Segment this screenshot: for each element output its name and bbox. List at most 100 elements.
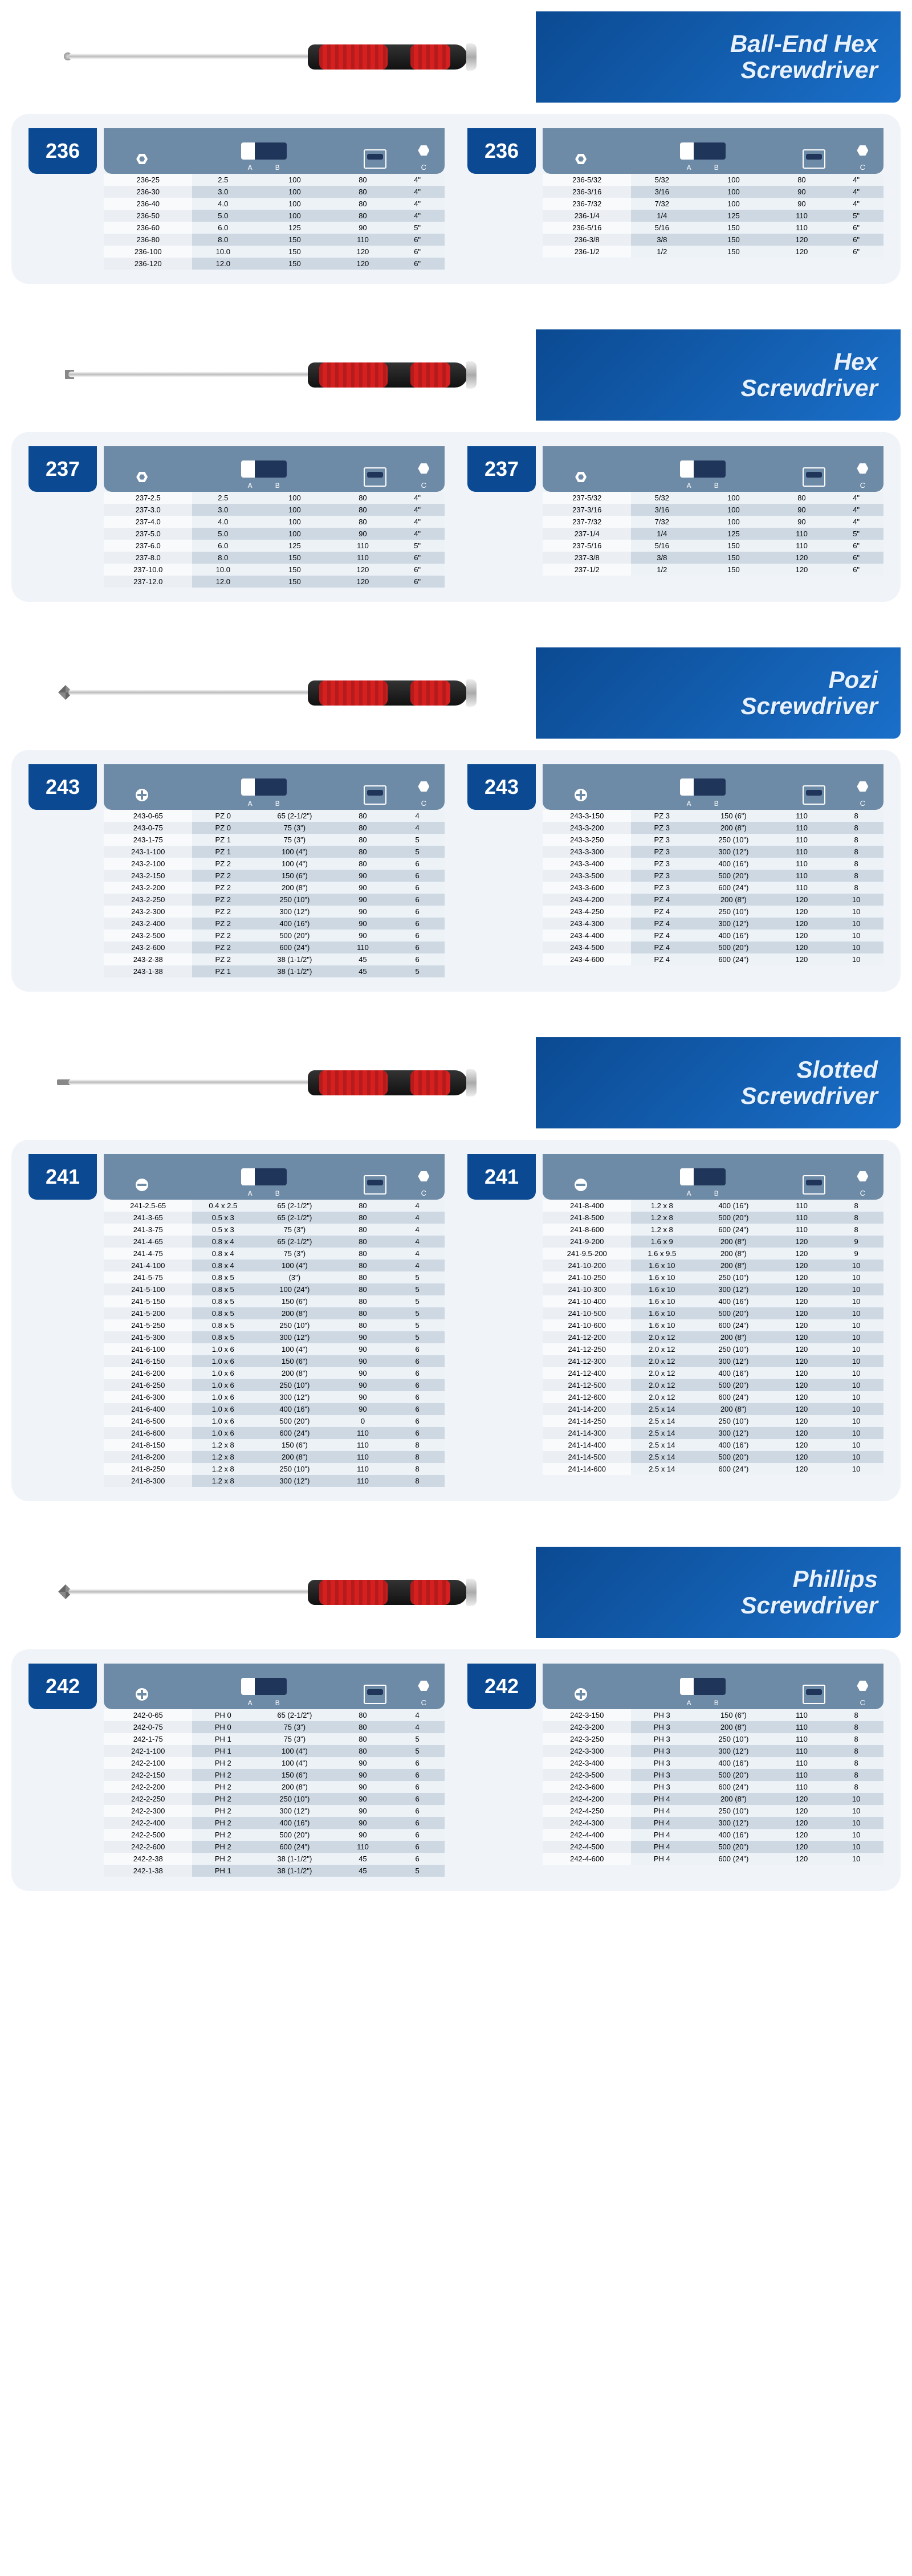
table-row: 241-14-6002.5 x 14600 (24")12010 <box>543 1463 883 1475</box>
table-row: 243-1-75PZ 175 (3")805 <box>104 834 445 846</box>
spec-table: 237-5/325/32100804"237-3/163/16100904"23… <box>543 492 883 576</box>
series-badge: 242 <box>467 1664 536 1709</box>
spec-panel: 237 AB C 237-2.52.5100804"237-3.03.01008… <box>28 446 445 588</box>
table-row: 243-2-600PZ 2600 (24")1106 <box>104 941 445 953</box>
table-row: 241-3-650.5 x 365 (2-1/2")804 <box>104 1212 445 1224</box>
column-header: AB C <box>104 446 445 492</box>
table-row: 236-10010.01501206" <box>104 246 445 258</box>
table-row: 243-2-150PZ 2150 (6")906 <box>104 870 445 882</box>
table-row: 243-0-75PZ 075 (3")804 <box>104 822 445 834</box>
table-row: 241-9-2001.6 x 9200 (8")1209 <box>543 1236 883 1248</box>
table-row: 241-4-1000.8 x 4100 (4")804 <box>104 1260 445 1271</box>
table-row: 241-5-3000.8 x 5300 (12")905 <box>104 1331 445 1343</box>
product-illustration <box>68 676 479 710</box>
table-row: 237-3/163/16100904" <box>543 504 883 516</box>
table-row: 241-14-2002.5 x 14200 (8")12010 <box>543 1403 883 1415</box>
spec-table: 241-2.5-650.4 x 2.565 (2-1/2")804241-3-6… <box>104 1200 445 1487</box>
table-row: 242-1-75PH 175 (3")805 <box>104 1733 445 1745</box>
table-row: 241-6-1001.0 x 6100 (4")906 <box>104 1343 445 1355</box>
table-row: 241-9.5-2001.6 x 9.5200 (8")1209 <box>543 1248 883 1260</box>
table-row: 243-3-200PZ 3200 (8")1108 <box>543 822 883 834</box>
spec-panel: 236 AB C 236-252.5100804"236-303.0100804… <box>28 128 445 270</box>
table-row: 241-10-6001.6 x 10600 (24")12010 <box>543 1319 883 1331</box>
table-row: 242-2-250PH 2250 (10")906 <box>104 1793 445 1805</box>
table-row: 236-303.0100804" <box>104 186 445 198</box>
table-row: 243-1-100PZ 1100 (4")805 <box>104 846 445 858</box>
table-row: 243-2-250PZ 2250 (10")906 <box>104 894 445 906</box>
column-header: AB C <box>104 1154 445 1200</box>
table-row: 242-2-600PH 2600 (24")1106 <box>104 1841 445 1853</box>
product-section: SlottedScrewdriver 241 AB C 241-2.5-650.… <box>11 1037 901 1501</box>
table-row: 241-12-3002.0 x 12300 (12")12010 <box>543 1355 883 1367</box>
table-row: 242-3-200PH 3200 (8")1108 <box>543 1721 883 1733</box>
table-row: 243-3-500PZ 3500 (20")1108 <box>543 870 883 882</box>
series-badge: 241 <box>28 1154 97 1200</box>
column-header: AB C <box>543 446 883 492</box>
table-row: 242-3-400PH 3400 (16")1108 <box>543 1757 883 1769</box>
table-row: 241-4-650.8 x 465 (2-1/2")804 <box>104 1236 445 1248</box>
table-row: 237-5/165/161501106" <box>543 540 883 552</box>
table-row: 241-12-4002.0 x 12400 (16")12010 <box>543 1367 883 1379</box>
table-row: 241-14-3002.5 x 14300 (12")12010 <box>543 1427 883 1439</box>
table-row: 241-8-6001.2 x 8600 (24")1108 <box>543 1224 883 1236</box>
series-badge: 243 <box>467 764 536 810</box>
product-illustration <box>68 1575 479 1609</box>
table-row: 243-3-600PZ 3600 (24")1108 <box>543 882 883 894</box>
table-row: 242-2-100PH 2100 (4")906 <box>104 1757 445 1769</box>
section-title: HexScrewdriver <box>536 329 901 421</box>
table-row: 241-8-5001.2 x 8500 (20")1108 <box>543 1212 883 1224</box>
section-title: PhillipsScrewdriver <box>536 1547 901 1638</box>
table-row: 236-3/163/16100904" <box>543 186 883 198</box>
table-row: 241-6-1501.0 x 6150 (6")906 <box>104 1355 445 1367</box>
table-row: 237-10.010.01501206" <box>104 564 445 576</box>
table-row: 241-4-750.8 x 475 (3")804 <box>104 1248 445 1260</box>
product-illustration <box>68 358 479 392</box>
table-row: 241-10-2001.6 x 10200 (8")12010 <box>543 1260 883 1271</box>
column-header: AB C <box>543 764 883 810</box>
table-row: 242-3-600PH 3600 (24")1108 <box>543 1781 883 1793</box>
spec-card: 236 AB C 236-252.5100804"236-303.0100804… <box>11 114 901 284</box>
table-row: 242-4-200PH 4200 (8")12010 <box>543 1793 883 1805</box>
table-row: 241-10-4001.6 x 10400 (16")12010 <box>543 1295 883 1307</box>
series-badge: 242 <box>28 1664 97 1709</box>
table-row: 241-5-2500.8 x 5250 (10")805 <box>104 1319 445 1331</box>
table-row: 241-14-2502.5 x 14250 (10")12010 <box>543 1415 883 1427</box>
table-row: 242-3-500PH 3500 (20")1108 <box>543 1769 883 1781</box>
product-section: PoziScrewdriver 243 AB C 243-0-65PZ 065 … <box>11 647 901 992</box>
column-header: AB C <box>543 1154 883 1200</box>
table-row: 243-1-38PZ 138 (1-1/2")455 <box>104 965 445 977</box>
table-row: 243-3-250PZ 3250 (10")1108 <box>543 834 883 846</box>
table-row: 241-6-3001.0 x 6300 (12")906 <box>104 1391 445 1403</box>
table-row: 241-6-2501.0 x 6250 (10")906 <box>104 1379 445 1391</box>
series-badge: 236 <box>28 128 97 174</box>
table-row: 243-2-100PZ 2100 (4")806 <box>104 858 445 870</box>
spec-panel: 241 AB C 241-8-4001.2 x 8400 (16")110824… <box>467 1154 883 1487</box>
table-row: 241-5-2000.8 x 5200 (8")805 <box>104 1307 445 1319</box>
spec-table: 237-2.52.5100804"237-3.03.0100804"237-4.… <box>104 492 445 588</box>
table-row: 243-4-500PZ 4500 (20")12010 <box>543 941 883 953</box>
spec-panel: 242 AB C 242-3-150PH 3150 (6")1108242-3-… <box>467 1664 883 1877</box>
table-row: 243-3-400PZ 3400 (16")1108 <box>543 858 883 870</box>
series-badge: 237 <box>467 446 536 492</box>
table-row: 242-0-75PH 075 (3")804 <box>104 1721 445 1733</box>
table-row: 243-3-150PZ 3150 (6")1108 <box>543 810 883 822</box>
table-row: 236-7/327/32100904" <box>543 198 883 210</box>
spec-card: 237 AB C 237-2.52.5100804"237-3.03.01008… <box>11 432 901 602</box>
table-row: 242-4-250PH 4250 (10")12010 <box>543 1805 883 1817</box>
table-row: 243-2-300PZ 2300 (12")906 <box>104 906 445 918</box>
table-row: 236-1/41/41251105" <box>543 210 883 222</box>
table-row: 242-2-500PH 2500 (20")906 <box>104 1829 445 1841</box>
table-row: 241-12-6002.0 x 12600 (24")12010 <box>543 1391 883 1403</box>
table-row: 241-3-750.5 x 375 (3")804 <box>104 1224 445 1236</box>
table-row: 237-7/327/32100904" <box>543 516 883 528</box>
column-header: AB C <box>104 128 445 174</box>
spec-table: 236-252.5100804"236-303.0100804"236-404.… <box>104 174 445 270</box>
table-row: 242-1-100PH 1100 (4")805 <box>104 1745 445 1757</box>
table-row: 241-14-5002.5 x 14500 (20")12010 <box>543 1451 883 1463</box>
section-title: Ball-End HexScrewdriver <box>536 11 901 103</box>
table-row: 243-4-400PZ 4400 (16")12010 <box>543 930 883 941</box>
column-header: AB C <box>104 764 445 810</box>
table-row: 241-2.5-650.4 x 2.565 (2-1/2")804 <box>104 1200 445 1212</box>
spec-table: 242-0-65PH 065 (2-1/2")804242-0-75PH 075… <box>104 1709 445 1877</box>
table-row: 241-6-6001.0 x 6600 (24")1106 <box>104 1427 445 1439</box>
